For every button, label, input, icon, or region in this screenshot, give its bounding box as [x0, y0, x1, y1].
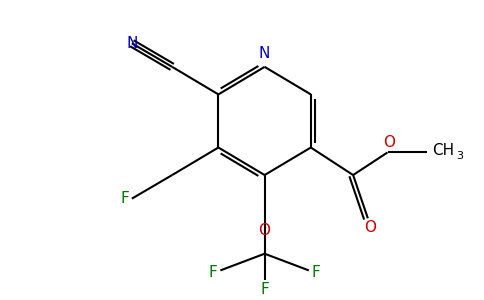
Text: 3: 3 [456, 152, 463, 161]
Text: N: N [126, 36, 137, 51]
Text: O: O [258, 223, 271, 238]
Text: O: O [383, 136, 395, 151]
Text: N: N [259, 46, 270, 61]
Text: CH: CH [432, 143, 454, 158]
Text: F: F [120, 191, 129, 206]
Text: F: F [260, 282, 269, 297]
Text: F: F [312, 265, 320, 280]
Text: O: O [364, 220, 376, 235]
Text: F: F [209, 265, 217, 280]
